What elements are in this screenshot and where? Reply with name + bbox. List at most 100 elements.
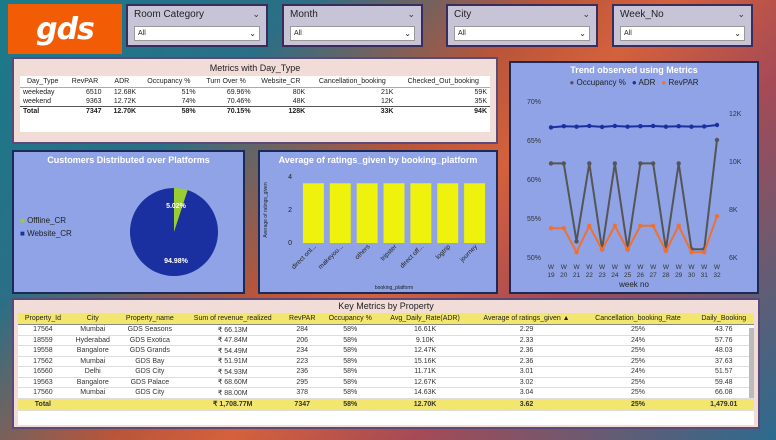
month-dropdown[interactable]: All ⌄ (290, 26, 415, 41)
ratings-title: Average of ratings_given by booking_plat… (278, 155, 478, 165)
column-header[interactable]: ADR (104, 76, 140, 88)
data-point (599, 124, 605, 130)
x-tick-label: W (599, 264, 606, 271)
y-tick-label-left: 60% (527, 177, 541, 184)
week-no-slicer[interactable]: Week_No ⌄ All ⌄ (612, 4, 753, 47)
city-slicer[interactable]: City ⌄ All ⌄ (446, 4, 598, 47)
table-cell: 7347 (65, 106, 105, 116)
table-row: 17562 Mumbai GDS Bay ₹ 51.91M 223 58% 15.16K 2.… (18, 356, 754, 367)
x-tick-label: 28 (662, 272, 670, 279)
table-cell: GDS City (117, 366, 182, 378)
column-header[interactable]: RevPAR (65, 76, 105, 88)
table-cell: 24% (582, 335, 694, 346)
x-tick-label: W (688, 264, 695, 271)
table-cell: 25% (582, 387, 694, 399)
column-header[interactable]: Checked_Out_booking (396, 76, 490, 88)
data-point (612, 161, 618, 166)
table-cell: 12K (381, 98, 394, 105)
chevron-down-icon[interactable]: ⌄ (252, 9, 260, 19)
table-cell: 59K (474, 89, 487, 96)
table-cell: 58% (321, 387, 380, 399)
table-cell: ₹ 51.91M (181, 356, 284, 367)
column-header[interactable]: Sum of revenue_realized (181, 313, 284, 325)
column-header[interactable]: Turn Over % (198, 76, 254, 88)
table-cell: 58% (321, 324, 380, 336)
bar-4 (410, 183, 432, 243)
table-cell: Mumbai (67, 387, 118, 399)
data-point (561, 226, 566, 231)
bar-5 (437, 183, 459, 243)
data-point (561, 124, 566, 129)
month-slicer[interactable]: Month ⌄ All ⌄ (282, 4, 423, 47)
column-header[interactable]: Property_name (117, 313, 182, 325)
y-tick-label-right: 8K (729, 207, 738, 214)
chevron-down-icon[interactable]: ⌄ (582, 9, 590, 19)
dropdown-value: All (138, 30, 146, 37)
total-row: Total ₹ 1,708.77M 7347 58% 12.70K 3.62 25% 1,47… (18, 397, 754, 411)
table-cell: 43.76 (693, 324, 754, 336)
data-point (612, 223, 618, 228)
table-row: 18559 Hyderabad GDS Exotica ₹ 47.84M 206 58% 9… (18, 335, 754, 346)
column-header[interactable]: Property_Id (18, 313, 68, 325)
table-row: 16560 Delhi GDS City ₹ 54.93M 236 58% 11.71K 3.… (18, 366, 754, 378)
data-point (650, 223, 656, 228)
trend-title: Trend observed using Metrics (570, 65, 698, 75)
table-cell: GDS Bay (117, 356, 182, 367)
chevron-down-icon[interactable]: ⌄ (407, 9, 415, 19)
chevron-down-icon[interactable]: ⌄ (579, 29, 586, 38)
x-tick-label: 19 (547, 272, 555, 279)
table-cell: 7347 (283, 397, 322, 411)
slicer-label: Room Category (134, 9, 205, 20)
table-scrollbar[interactable] (749, 328, 754, 398)
table-cell: weekeday (23, 89, 55, 96)
chevron-down-icon[interactable]: ⌄ (249, 29, 256, 38)
table-cell: 223 (283, 356, 322, 367)
table-cell: 37.63 (693, 356, 754, 367)
chevron-down-icon[interactable]: ⌄ (404, 29, 411, 38)
column-header[interactable]: Cancellation_booking_Rate (582, 313, 694, 325)
column-header[interactable]: Cancellation_booking (308, 76, 397, 88)
pie-legend: ■ Offline_CR ■ Website_CR (20, 216, 72, 238)
table-cell: 58% (321, 397, 380, 411)
legend-item: ■ Website_CR (20, 229, 72, 238)
table-cell: 51.57 (693, 366, 754, 378)
city-dropdown[interactable]: All ⌄ (454, 26, 590, 41)
logo-text: gds (36, 11, 95, 47)
column-header[interactable]: City (67, 313, 118, 325)
trend-legend: ● Occupancy % ● ADR ● RevPAR (511, 78, 757, 87)
table-header-row: Day_Type RevPAR ADR Occupancy % Turn Over % W… (20, 76, 490, 88)
column-header[interactable]: Occupancy % (321, 313, 380, 325)
column-header[interactable]: Avg_Daily_Rate(ADR) (379, 313, 471, 325)
column-header[interactable]: Day_Type (20, 76, 66, 88)
y-tick-label-left: 70% (527, 99, 541, 106)
table-cell: 2.29 (470, 324, 583, 336)
x-tick-label: logtrip (435, 243, 453, 261)
column-header[interactable]: Occupancy % (139, 76, 199, 88)
data-point (548, 161, 554, 166)
table-cell: GDS Exotica (117, 335, 182, 346)
table-cell: ₹ 47.84M (181, 335, 284, 346)
table-cell: 74% (181, 98, 196, 105)
room-category-dropdown[interactable]: All ⌄ (134, 26, 260, 41)
legend-item: ● Occupancy % (569, 78, 626, 87)
week-no-dropdown[interactable]: All ⌄ (620, 26, 745, 41)
chevron-down-icon[interactable]: ⌄ (737, 9, 745, 19)
data-point (702, 124, 707, 129)
column-header[interactable]: Website_CR (253, 76, 309, 88)
table-cell: 3.02 (470, 377, 583, 388)
table-cell: Hyderabad (67, 335, 118, 346)
data-point (663, 124, 669, 129)
column-header[interactable]: RevPAR (283, 313, 322, 325)
table-row: 17564 Mumbai GDS Seasons ₹ 66.13M 284 58% 16.6… (18, 324, 754, 336)
table-cell: Total (20, 106, 66, 116)
column-header[interactable]: Daily_Booking (693, 313, 754, 325)
y-tick-label-right: 12K (729, 111, 742, 118)
table-cell: 25% (582, 345, 694, 357)
x-tick-label: tripster (379, 243, 399, 263)
column-header[interactable]: Average of ratings_given ▲ (470, 313, 583, 325)
sort-arrow-icon[interactable]: ▲ (560, 315, 570, 322)
chevron-down-icon[interactable]: ⌄ (734, 29, 741, 38)
room-category-slicer[interactable]: Room Category ⌄ All ⌄ (126, 4, 268, 47)
table-cell: 35K (474, 98, 487, 105)
